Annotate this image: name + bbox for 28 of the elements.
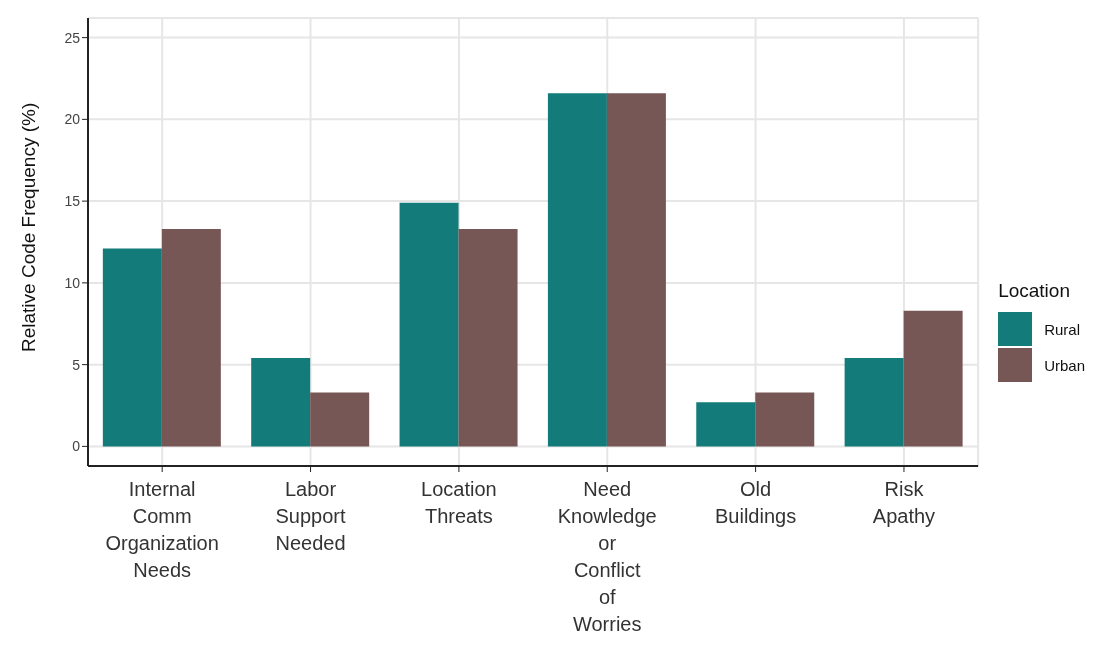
bar bbox=[310, 392, 370, 447]
x-tick-label: Old Buildings bbox=[715, 478, 797, 527]
y-tick-label: 5 bbox=[72, 356, 81, 373]
bar bbox=[547, 93, 607, 447]
y-tick-label: 10 bbox=[64, 274, 81, 291]
x-tick-label: Location Threats bbox=[421, 478, 497, 527]
bar bbox=[251, 358, 311, 447]
bar bbox=[696, 402, 756, 447]
y-tick-label: 0 bbox=[72, 438, 81, 455]
x-tick-label: Need Knowledge or Conflict of Worries bbox=[557, 478, 657, 635]
bar bbox=[844, 358, 904, 447]
x-tick-label: Labor Support Needed bbox=[275, 478, 346, 554]
bar bbox=[606, 93, 666, 447]
bar bbox=[458, 228, 518, 447]
x-tick-label: Internal Comm Organization Needs bbox=[105, 478, 219, 581]
y-tick-label: 15 bbox=[64, 193, 81, 210]
y-tick-label: 20 bbox=[64, 111, 81, 128]
bar bbox=[399, 202, 459, 447]
legend-label: Urban bbox=[1044, 356, 1085, 374]
legend-title: Location bbox=[998, 280, 1071, 302]
bar bbox=[102, 248, 162, 447]
bar bbox=[903, 310, 963, 447]
bar bbox=[161, 228, 221, 447]
y-axis-title: Relative Code Frequency (%) bbox=[17, 102, 39, 352]
y-tick-label: 25 bbox=[64, 29, 81, 46]
legend-label: Rural bbox=[1044, 320, 1080, 338]
x-tick-label: Risk Apathy bbox=[872, 478, 936, 527]
bar bbox=[755, 392, 815, 447]
